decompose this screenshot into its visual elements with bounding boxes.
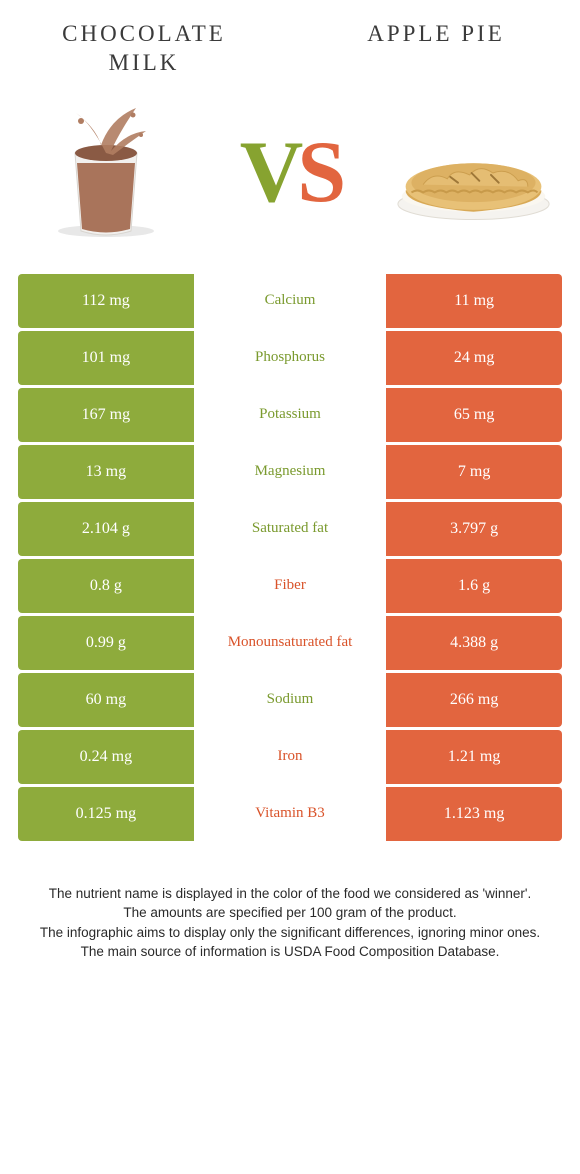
chocolate-milk-icon <box>26 98 186 248</box>
left-value-cell: 0.125 mg <box>18 787 194 841</box>
left-value-cell: 60 mg <box>18 673 194 727</box>
right-value-cell: 3.797 g <box>386 502 562 556</box>
left-food-line2: MILK <box>28 49 260 78</box>
nutrient-name-cell: Fiber <box>194 559 387 613</box>
right-value-cell: 24 mg <box>386 331 562 385</box>
left-value-cell: 112 mg <box>18 274 194 328</box>
apple-pie-icon <box>394 98 554 248</box>
table-row: 0.125 mgVitamin B31.123 mg <box>18 787 562 841</box>
left-value-cell: 13 mg <box>18 445 194 499</box>
left-food-line1: CHOCOLATE <box>28 20 260 49</box>
right-value-cell: 7 mg <box>386 445 562 499</box>
nutrient-table: 112 mgCalcium11 mg101 mgPhosphorus24 mg1… <box>18 274 562 841</box>
table-row: 0.8 gFiber1.6 g <box>18 559 562 613</box>
right-value-cell: 1.21 mg <box>386 730 562 784</box>
right-value-cell: 4.388 g <box>386 616 562 670</box>
nutrient-name-cell: Saturated fat <box>194 502 387 556</box>
table-row: 2.104 gSaturated fat3.797 g <box>18 502 562 556</box>
right-value-cell: 1.6 g <box>386 559 562 613</box>
title-row: CHOCOLATE MILK APPLE PIE <box>18 20 562 78</box>
infographic-container: CHOCOLATE MILK APPLE PIE VS <box>0 0 580 962</box>
right-value-cell: 65 mg <box>386 388 562 442</box>
left-food-title: CHOCOLATE MILK <box>28 20 260 78</box>
right-value-cell: 1.123 mg <box>386 787 562 841</box>
footer-notes: The nutrient name is displayed in the co… <box>18 844 562 962</box>
nutrient-name-cell: Monounsaturated fat <box>194 616 387 670</box>
right-food-title: APPLE PIE <box>320 20 552 49</box>
table-row: 13 mgMagnesium7 mg <box>18 445 562 499</box>
left-value-cell: 0.8 g <box>18 559 194 613</box>
footer-line-2: The amounts are specified per 100 gram o… <box>30 903 550 923</box>
table-row: 0.99 gMonounsaturated fat4.388 g <box>18 616 562 670</box>
left-value-cell: 167 mg <box>18 388 194 442</box>
nutrient-name-cell: Magnesium <box>194 445 387 499</box>
table-row: 101 mgPhosphorus24 mg <box>18 331 562 385</box>
nutrient-name-cell: Phosphorus <box>194 331 387 385</box>
vs-s: S <box>297 124 340 221</box>
nutrient-name-cell: Potassium <box>194 388 387 442</box>
table-row: 112 mgCalcium11 mg <box>18 274 562 328</box>
left-value-cell: 0.99 g <box>18 616 194 670</box>
footer-line-1: The nutrient name is displayed in the co… <box>30 884 550 904</box>
left-value-cell: 2.104 g <box>18 502 194 556</box>
left-value-cell: 101 mg <box>18 331 194 385</box>
vs-label: VS <box>240 122 341 223</box>
nutrient-name-cell: Calcium <box>194 274 387 328</box>
nutrient-name-cell: Vitamin B3 <box>194 787 387 841</box>
footer-line-4: The main source of information is USDA F… <box>30 942 550 962</box>
left-value-cell: 0.24 mg <box>18 730 194 784</box>
table-row: 60 mgSodium266 mg <box>18 673 562 727</box>
right-food-line1: APPLE PIE <box>320 20 552 49</box>
image-row: VS <box>18 98 562 274</box>
vs-v: V <box>240 124 298 221</box>
nutrient-name-cell: Sodium <box>194 673 387 727</box>
right-value-cell: 266 mg <box>386 673 562 727</box>
right-value-cell: 11 mg <box>386 274 562 328</box>
footer-line-3: The infographic aims to display only the… <box>30 923 550 943</box>
nutrient-name-cell: Iron <box>194 730 387 784</box>
table-row: 0.24 mgIron1.21 mg <box>18 730 562 784</box>
table-row: 167 mgPotassium65 mg <box>18 388 562 442</box>
